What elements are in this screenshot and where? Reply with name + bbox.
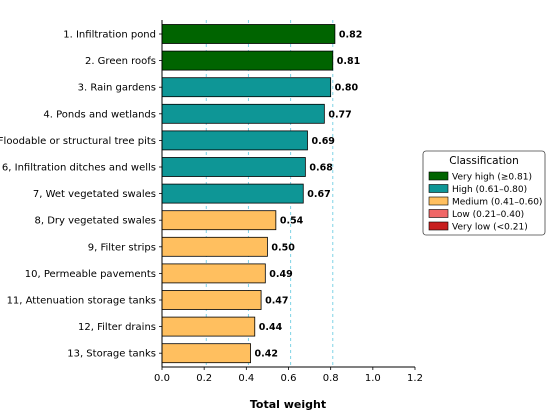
x-tick-labels: 0.0 0.2 0.4 0.6 0.8 1.0 1.2	[154, 367, 423, 384]
value-label: 0.82	[339, 30, 362, 41]
bar	[161, 236, 268, 257]
category-label: 2. Green roofs	[85, 56, 156, 67]
legend-label: Medium (0.41–0.60)	[452, 198, 542, 208]
value-label: 0.69	[311, 136, 334, 147]
bar	[161, 157, 306, 177]
value-label: 0.50	[271, 242, 295, 253]
bar	[161, 130, 308, 151]
category-label: 10, Permeable pavements	[25, 269, 156, 280]
bar	[161, 290, 262, 310]
legend-title: Classification	[449, 155, 518, 167]
value-label: 0.81	[337, 56, 360, 67]
category-label: 1. Infiltration pond	[63, 30, 156, 41]
category-label: 12, Filter drains	[78, 322, 156, 333]
legend-swatch	[428, 184, 449, 193]
bar	[161, 103, 325, 124]
x-tick-label: 0.0	[154, 373, 170, 384]
legend-label: Very high (≥0.81)	[452, 173, 532, 183]
value-label: 0.47	[265, 296, 288, 307]
y-tick-labels: 1. Infiltration pond 2. Green roofs 3. Rai…	[0, 30, 162, 360]
x-tick-label: 0.6	[281, 373, 297, 384]
category-label: 9, Filter strips	[88, 242, 156, 253]
legend-label: Very low (<0.21)	[452, 223, 528, 233]
bar	[161, 183, 304, 204]
legend-entries: Very high (≥0.81) High (0.61–0.80) Medium …	[428, 171, 542, 233]
bar	[161, 263, 266, 284]
x-tick-label: 0.8	[323, 373, 339, 384]
category-label: 13, Storage tanks	[67, 349, 156, 360]
legend-swatch	[428, 196, 449, 206]
value-labels: 0.82 0.81 0.80 0.77 0.69 0.68 0.67 0.54 0.50 0.49…	[255, 30, 363, 360]
value-label: 0.54	[280, 216, 304, 227]
bar	[161, 77, 332, 98]
legend-frame	[422, 150, 546, 236]
value-label: 0.44	[259, 322, 283, 333]
category-label: 5, Floodable or structural tree pits	[0, 136, 156, 147]
value-label: 0.80	[335, 83, 359, 94]
bars	[161, 24, 336, 364]
x-tick-label: 1.2	[407, 373, 423, 384]
category-label: 6, Infiltration ditches and wells	[2, 163, 156, 174]
legend-swatch	[428, 209, 449, 218]
bar	[161, 50, 334, 71]
x-tick-label: 0.2	[196, 373, 212, 384]
category-label: 8, Dry vegetated swales	[34, 216, 156, 227]
x-axis-title: Total weight	[250, 398, 326, 411]
category-label: 11, Attenuation storage tanks	[7, 296, 156, 307]
legend-swatch	[428, 221, 449, 231]
value-label: 0.77	[328, 109, 351, 120]
legend: Classification Very high (≥0.81) High (0.…	[422, 150, 546, 236]
value-label: 0.68	[309, 163, 333, 174]
value-label: 0.67	[307, 189, 330, 200]
legend-label: High (0.61–0.80)	[452, 185, 527, 195]
bar	[161, 24, 336, 44]
bar	[161, 316, 256, 337]
value-label: 0.42	[255, 349, 278, 360]
bar	[161, 343, 251, 364]
value-label: 0.49	[269, 269, 292, 280]
legend-label: Low (0.21–0.40)	[452, 210, 524, 220]
legend-swatch	[428, 171, 449, 181]
x-tick-label: 1.0	[365, 373, 381, 384]
category-label: 7, Wet vegetated swales	[33, 189, 156, 200]
category-label: 4. Ponds and wetlands	[43, 109, 156, 120]
x-tick-label: 0.4	[238, 373, 254, 384]
bar	[161, 210, 277, 231]
category-label: 3. Rain gardens	[78, 83, 156, 94]
